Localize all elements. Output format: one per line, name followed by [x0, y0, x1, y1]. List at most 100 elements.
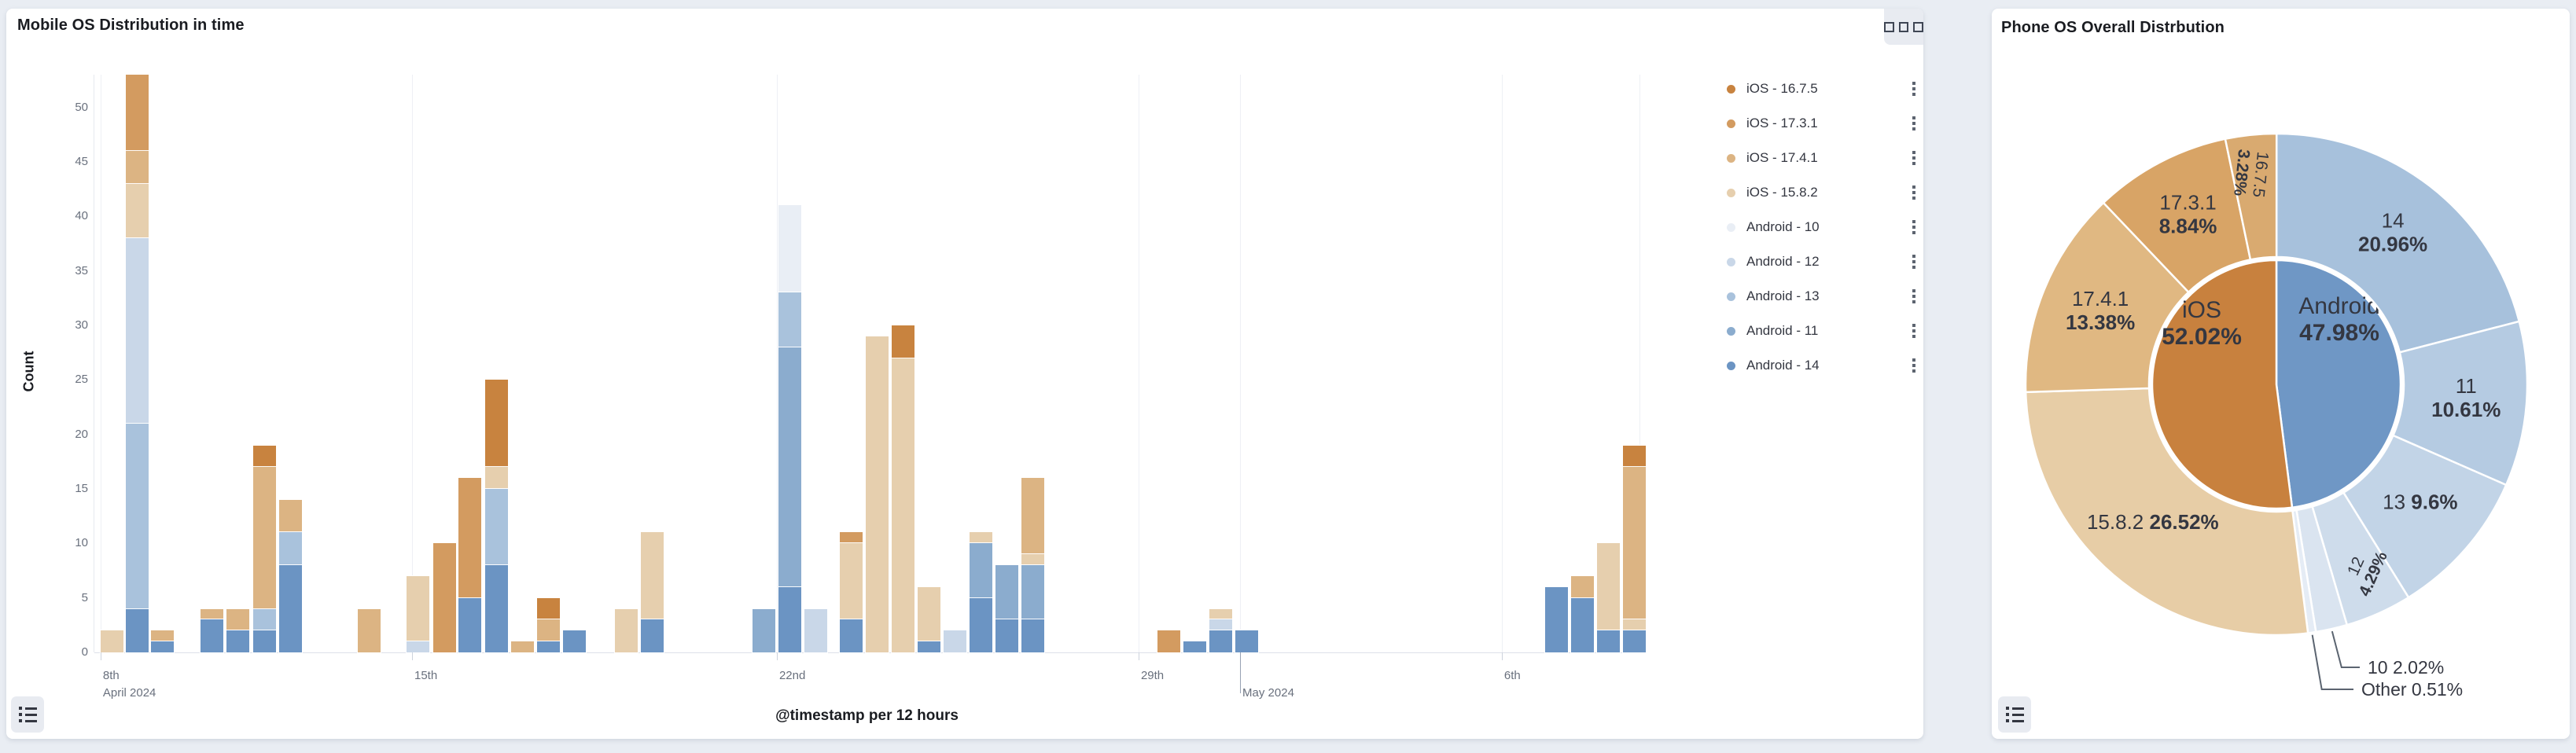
legend-swatch-icon [1727, 361, 1735, 370]
gridline [412, 75, 413, 652]
bar-segment [995, 565, 1018, 620]
legend-swatch-icon [1727, 326, 1735, 336]
legend-item-android-11[interactable]: Android - 11 [1727, 314, 1919, 348]
y-axis-title: Count [20, 351, 37, 392]
panel-mobile-os-distribution: Mobile OS Distribution in time Count 0 5 1… [6, 9, 1924, 739]
sunburst-outer-slice-14[interactable] [2275, 132, 2521, 354]
sunburst-outer-slice-15.8.2[interactable] [2024, 387, 2309, 637]
bar[interactable] [1235, 630, 1258, 652]
bar[interactable] [406, 575, 429, 652]
panel-actions-button[interactable] [1884, 9, 1924, 45]
bar[interactable] [253, 445, 276, 652]
bar[interactable] [1157, 630, 1180, 652]
bar[interactable] [943, 630, 966, 652]
bar[interactable] [226, 608, 249, 652]
legend-swatch-icon [1727, 188, 1735, 197]
square-icon [1913, 21, 1924, 32]
bar[interactable] [458, 478, 481, 652]
bar[interactable] [865, 336, 889, 652]
bar[interactable] [1622, 445, 1646, 652]
vertical-dots-icon[interactable] [1912, 151, 1915, 165]
bar-segment [279, 565, 302, 652]
sunburst-inner-slice-android[interactable] [2275, 259, 2402, 509]
legend-item-ios-16.7.5[interactable]: iOS - 16.7.5 [1727, 72, 1919, 106]
bar[interactable] [510, 641, 534, 652]
bar[interactable] [1570, 575, 1594, 652]
vertical-dots-icon[interactable] [1912, 116, 1915, 130]
bar[interactable] [484, 380, 508, 652]
legend-item-android-13[interactable]: Android - 13 [1727, 279, 1919, 314]
bar[interactable] [279, 499, 302, 652]
bar[interactable] [753, 608, 776, 652]
bar-segment [126, 151, 149, 184]
gridline [1240, 75, 1242, 652]
vertical-dots-icon[interactable] [1912, 289, 1915, 303]
y-tick-label: 25 [75, 373, 88, 387]
slice-label: 16.7.53.28% [2230, 149, 2272, 199]
bar[interactable] [891, 325, 914, 652]
bar[interactable] [969, 532, 992, 652]
bar-segment [484, 467, 508, 489]
bar[interactable] [126, 75, 149, 652]
y-tick-label: 50 [75, 100, 88, 114]
gridline [1639, 75, 1640, 652]
legend-swatch-icon [1727, 119, 1735, 128]
y-tick-label: 5 [81, 590, 88, 604]
bar-segment [536, 641, 560, 652]
square-icon [1884, 21, 1894, 32]
bar[interactable] [1183, 641, 1206, 652]
bar[interactable] [778, 205, 801, 652]
bar[interactable] [917, 586, 940, 652]
bar-segment [126, 183, 149, 239]
legend-item-label: iOS - 15.8.2 [1746, 185, 1818, 200]
legend-item-android-10[interactable]: Android - 10 [1727, 210, 1919, 244]
bar[interactable] [1544, 586, 1568, 652]
bar-segment [839, 619, 863, 652]
bar[interactable] [536, 597, 560, 652]
legend-item-ios-15.8.2[interactable]: iOS - 15.8.2 [1727, 175, 1919, 210]
bar[interactable] [1596, 543, 1620, 652]
slice-label: 11 10.61% [2431, 374, 2501, 421]
vertical-dots-icon[interactable] [1912, 324, 1915, 338]
page-title-right: Phone OS Overall Distrbution [2001, 19, 2225, 36]
legend-item-ios-17.4.1[interactable]: iOS - 17.4.1 [1727, 141, 1919, 175]
vertical-dots-icon[interactable] [1912, 255, 1915, 269]
bar[interactable] [1021, 478, 1044, 652]
y-tick-label: 40 [75, 209, 88, 223]
bar[interactable] [200, 608, 223, 652]
bar[interactable] [358, 608, 381, 652]
bar-segment [536, 619, 560, 642]
sunburst-outer-slice-16.7.5[interactable] [2224, 132, 2278, 261]
vertical-dots-icon[interactable] [1912, 185, 1915, 200]
bar-segment [200, 619, 223, 652]
bar[interactable] [615, 608, 638, 652]
bar[interactable] [641, 532, 664, 652]
bar-segment [126, 608, 149, 652]
vertical-dots-icon[interactable] [1912, 82, 1915, 96]
x-tick-mark [1501, 652, 1503, 660]
legend-item-android-14[interactable]: Android - 14 [1727, 348, 1919, 383]
bar[interactable] [995, 565, 1018, 652]
legend-item-ios-17.3.1[interactable]: iOS - 17.3.1 [1727, 106, 1919, 141]
bar-segment [484, 565, 508, 652]
legend-item-android-12[interactable]: Android - 12 [1727, 244, 1919, 279]
legend-toggle-button[interactable] [11, 696, 44, 733]
bar[interactable] [150, 630, 174, 652]
bar-segment [753, 608, 776, 652]
bar[interactable] [100, 630, 123, 652]
bar-segment [432, 543, 456, 652]
bar[interactable] [432, 543, 456, 652]
legend-swatch-icon [1727, 257, 1735, 266]
bar[interactable] [562, 630, 586, 652]
legend-swatch-icon [1727, 153, 1735, 163]
bar-segment [778, 347, 801, 587]
vertical-dots-icon[interactable] [1912, 220, 1915, 234]
legend-toggle-button-right[interactable] [1998, 696, 2031, 733]
bar[interactable] [839, 532, 863, 652]
bar-segment [1021, 554, 1044, 566]
bar[interactable] [804, 608, 827, 652]
vertical-dots-icon[interactable] [1912, 358, 1915, 373]
bar[interactable] [1209, 608, 1232, 652]
bar-segment [1021, 565, 1044, 620]
sunburst-inner-slice-ios[interactable] [2151, 259, 2294, 510]
